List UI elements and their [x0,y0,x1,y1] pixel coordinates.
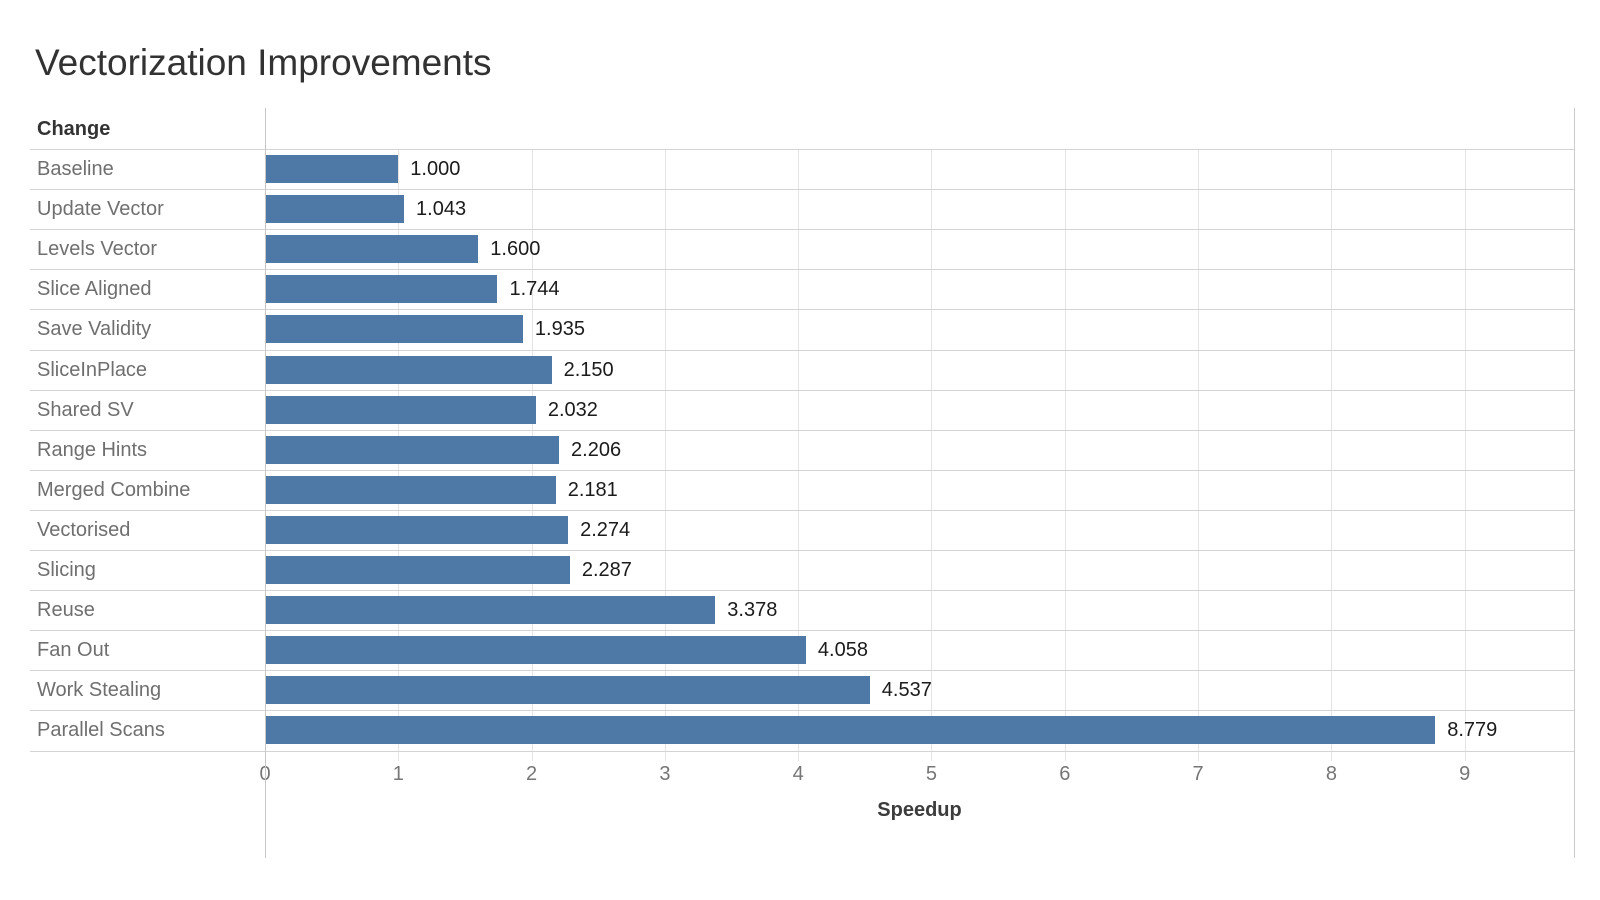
gridline-x-8 [1331,149,1333,751]
plot-right-border [1574,108,1575,858]
x-tick-label-4: 4 [792,763,804,785]
x-tick-label-7: 7 [1192,763,1204,785]
row-separator-line [30,429,1574,431]
category-label-vectorised: Vectorised [37,518,131,541]
row-separator-line [30,630,1574,632]
gridline-x-6 [1064,149,1066,751]
gridline-x-7 [1198,149,1200,751]
x-tick-label-9: 9 [1459,763,1471,785]
category-label-range-hints: Range Hints [37,438,148,461]
tick-mark-3 [664,750,666,761]
bar-mark-work-stealing[interactable] [266,676,870,705]
value-label: 1.600 [490,238,541,261]
category-label-save-validity: Save Validity [37,318,152,341]
category-label-reuse: Reuse [37,599,95,622]
x-tick-label-5: 5 [925,763,938,785]
category-label-sliceinplace: SliceInPlace [37,358,148,381]
bar-mark-update-vector[interactable] [266,195,405,224]
bar-mark-merged-combine[interactable] [266,475,556,504]
y-axis-line [265,108,266,858]
x-tick-label-2: 2 [526,763,538,785]
row-separator-line [30,349,1574,351]
tick-mark-6 [1064,750,1066,761]
value-label: 1.935 [534,318,585,341]
category-label-slice-aligned: Slice Aligned [37,278,152,301]
tick-mark-5 [931,750,933,761]
row-separator-line [30,670,1574,672]
category-label-shared-sv: Shared SV [37,398,134,421]
value-label: 2.206 [571,438,622,461]
bar-mark-shared-sv[interactable] [266,395,536,424]
row-separator-line [30,550,1574,551]
row-separator-line [30,750,1574,752]
x-tick-label-6: 6 [1059,763,1071,785]
bar-mark-range-hints[interactable] [266,435,560,464]
gridline-x-3 [664,149,666,751]
row-separator-line [30,229,1574,231]
row-separator-line [30,269,1574,271]
tick-mark-9 [1464,750,1466,761]
bar-mark-reuse[interactable] [266,596,716,625]
bar-mark-levels-vector[interactable] [266,235,479,264]
bar-mark-slice-aligned[interactable] [266,275,498,304]
x-tick-label-3: 3 [659,763,671,785]
x-tick-label-1: 1 [392,763,404,785]
chart-title: Vectorization Improvements [35,42,492,83]
value-label: 2.181 [567,478,618,501]
value-label: 2.287 [581,559,632,581]
tick-mark-8 [1331,750,1333,761]
row-separator-line [30,149,1574,150]
row-separator-line [30,509,1574,511]
value-label: 1.000 [410,158,461,180]
bar-mark-parallel-scans[interactable] [266,716,1436,745]
tick-mark-7 [1198,750,1200,761]
category-label-update-vector: Update Vector [37,198,164,221]
value-label: 4.058 [817,639,868,662]
bar-mark-save-validity[interactable] [266,315,523,344]
value-label: 1.744 [509,278,560,301]
value-label: 4.537 [881,679,932,702]
tick-mark-2 [531,750,533,761]
gridline-x-9 [1464,149,1466,751]
category-label-merged-combine: Merged Combine [37,478,191,501]
gridline-x-5 [931,149,933,751]
value-label: 2.274 [580,518,631,541]
category-label-slicing: Slicing [37,559,96,581]
value-label: 2.150 [563,358,614,381]
tick-mark-1 [398,750,400,761]
gridline-x-4 [798,149,800,751]
row-separator-line [30,710,1574,712]
row-separator-line [30,309,1574,311]
bar-mark-fan-out[interactable] [266,636,806,665]
x-axis-title: Speedup [877,799,962,821]
row-separator-line [30,590,1574,592]
category-label-parallel-scans: Parallel Scans [37,719,165,742]
bar-mark-sliceinplace[interactable] [266,355,552,384]
row-separator-line [30,469,1574,471]
category-column-header: Change [37,118,111,140]
bar-mark-slicing[interactable] [266,556,570,584]
category-label-work-stealing: Work Stealing [37,679,162,702]
row-separator-line [30,389,1574,391]
bar-mark-baseline[interactable] [266,155,399,183]
value-label: 3.378 [727,599,778,622]
tick-mark-4 [798,750,800,761]
row-separator-line [30,189,1574,191]
category-label-levels-vector: Levels Vector [37,238,158,261]
bar-mark-vectorised[interactable] [266,515,569,544]
value-label: 1.043 [416,198,467,221]
category-label-baseline: Baseline [37,158,114,180]
category-label-fan-out: Fan Out [37,639,110,662]
value-label: 2.032 [547,398,598,421]
value-label: 8.779 [1447,719,1498,742]
x-tick-label-8: 8 [1325,763,1337,785]
